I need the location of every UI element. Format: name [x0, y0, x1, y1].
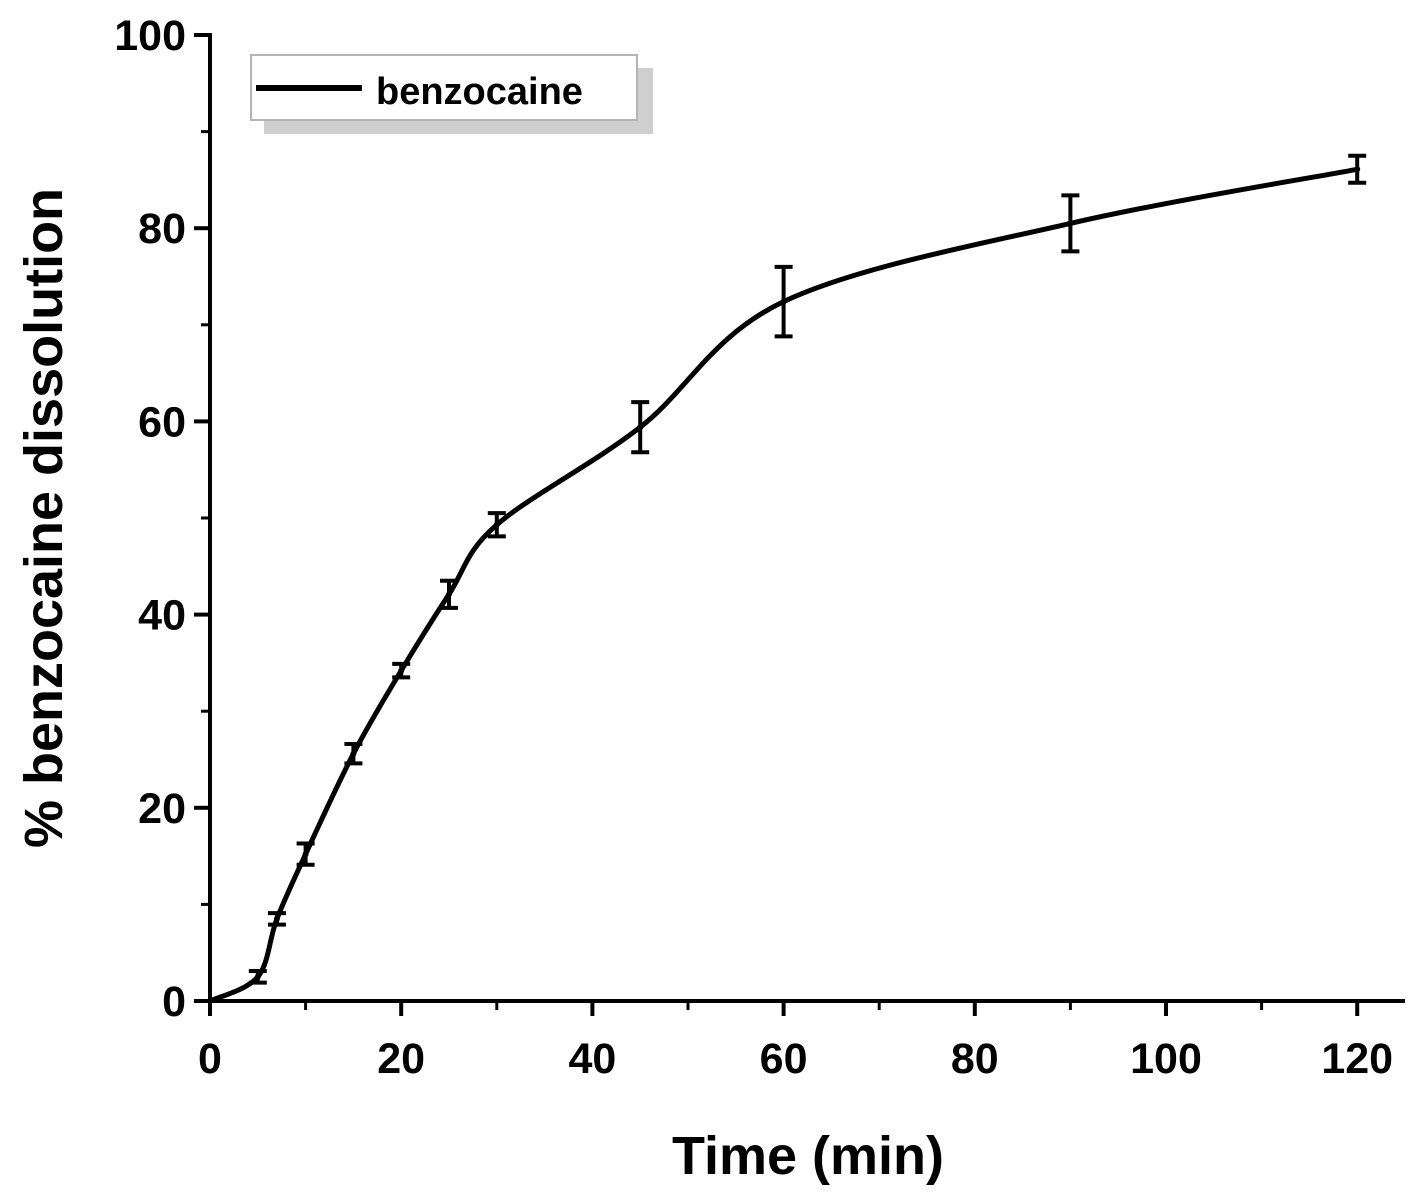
series-layer: [208, 153, 1367, 1004]
x-tick-label: 0: [198, 1035, 222, 1083]
y-tick-label: 100: [114, 12, 186, 60]
error-bar: [392, 661, 411, 680]
x-axis-title: Time (min): [672, 1126, 944, 1186]
data-point: [780, 298, 787, 305]
data-point: [493, 521, 500, 528]
error-bar: [487, 511, 506, 539]
y-axis-title: % benzocaine dissolution: [14, 188, 74, 848]
y-tick-label: 20: [138, 785, 186, 833]
data-point: [398, 667, 405, 674]
y-axis-ticks: 0 20 40 60 80 100: [114, 12, 210, 1026]
error-bar: [296, 841, 315, 867]
error-bar: [267, 911, 286, 927]
error-bar: [440, 578, 458, 610]
data-point: [1067, 220, 1074, 227]
x-axis-ticks: 0 20 40 60 80 100 120: [198, 1001, 1393, 1083]
x-tick-label: 40: [568, 1035, 616, 1083]
axes: [208, 33, 1405, 1003]
x-tick-label: 20: [377, 1035, 425, 1083]
y-tick-label: 60: [138, 398, 186, 446]
y-tick-label: 40: [138, 592, 186, 640]
error-bar: [1348, 153, 1367, 185]
data-point: [350, 750, 357, 757]
data-point: [273, 915, 280, 922]
y-tick-label: 80: [138, 205, 186, 253]
x-tick-label: 120: [1321, 1035, 1393, 1083]
data-point: [1354, 166, 1361, 173]
data-point: [446, 591, 452, 598]
error-bar: [774, 264, 793, 339]
data-point: [637, 424, 644, 431]
y-tick-label: 0: [162, 978, 186, 1026]
error-bar: [631, 400, 650, 455]
data-point: [254, 973, 261, 980]
error-bar: [1061, 193, 1080, 254]
error-bar: [344, 742, 363, 766]
x-tick-label: 60: [760, 1035, 808, 1083]
x-tick-label: 80: [951, 1035, 999, 1083]
series-line-benzocaine: [208, 166, 1358, 1004]
data-point: [302, 851, 309, 858]
error-bar: [248, 969, 267, 985]
legend: benzocaine: [250, 54, 653, 134]
legend-label-benzocaine: benzocaine: [376, 71, 583, 113]
x-tick-label: 100: [1130, 1035, 1202, 1083]
